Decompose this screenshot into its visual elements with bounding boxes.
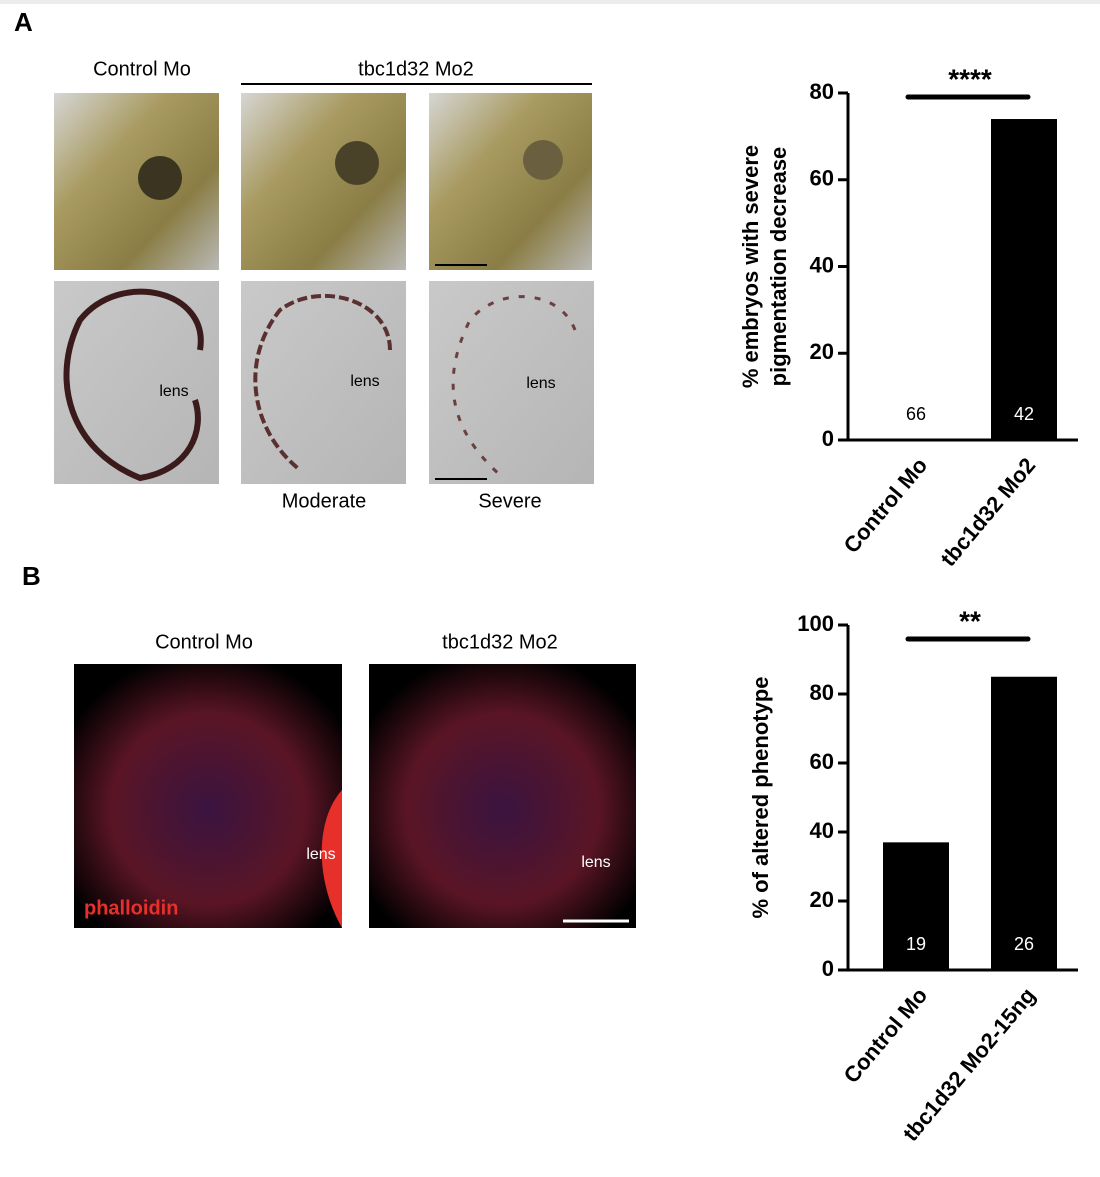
section-images <box>54 281 594 484</box>
y-tick-label: 0 <box>822 426 834 451</box>
significance: **** <box>948 63 992 94</box>
y-tick-label: 60 <box>810 166 834 191</box>
x-tick-label: Control Mo <box>839 983 933 1088</box>
y-tick-label: 40 <box>810 252 834 277</box>
lens-label: lens <box>350 373 379 390</box>
y-axis-label: pigmentation decrease <box>766 147 791 387</box>
y-tick-label: 20 <box>810 339 834 364</box>
n-label: 19 <box>906 934 926 954</box>
y-tick-label: 100 <box>797 611 834 636</box>
n-label: 66 <box>906 404 926 424</box>
bar <box>991 676 1057 970</box>
y-tick-label: 0 <box>822 956 834 981</box>
n-label: 42 <box>1014 404 1034 424</box>
panel-label: B <box>22 561 41 591</box>
row-label: Severe <box>478 490 541 512</box>
y-tick-label: 60 <box>810 749 834 774</box>
y-tick-label: 80 <box>810 79 834 104</box>
lens-label: lens <box>306 846 335 863</box>
significance: ** <box>959 605 981 636</box>
column-label: Control Mo <box>93 58 191 80</box>
embryo-images <box>54 93 592 270</box>
n-label: 26 <box>1014 934 1034 954</box>
confocal-images <box>74 664 636 928</box>
y-axis-label: % embryos with severe <box>738 145 763 388</box>
x-tick-label: tbc1d32 Mo2 <box>935 453 1040 571</box>
column-label: Control Mo <box>155 631 253 653</box>
stain-label: phalloidin <box>84 897 178 919</box>
lens-label: lens <box>159 383 188 400</box>
lens-label: lens <box>526 375 555 392</box>
row-label: Moderate <box>282 490 367 512</box>
lens-label: lens <box>581 854 610 871</box>
y-tick-label: 40 <box>810 818 834 843</box>
x-tick-label: Control Mo <box>839 453 933 558</box>
y-tick-label: 80 <box>810 680 834 705</box>
y-tick-label: 20 <box>810 887 834 912</box>
top-border <box>0 0 1100 4</box>
y-axis-label: % of altered phenotype <box>748 676 773 918</box>
bar <box>991 119 1057 441</box>
bar <box>883 842 949 970</box>
column-label: tbc1d32 Mo2 <box>358 58 474 80</box>
column-label: tbc1d32 Mo2 <box>442 631 558 653</box>
panel-label: A <box>14 7 33 37</box>
